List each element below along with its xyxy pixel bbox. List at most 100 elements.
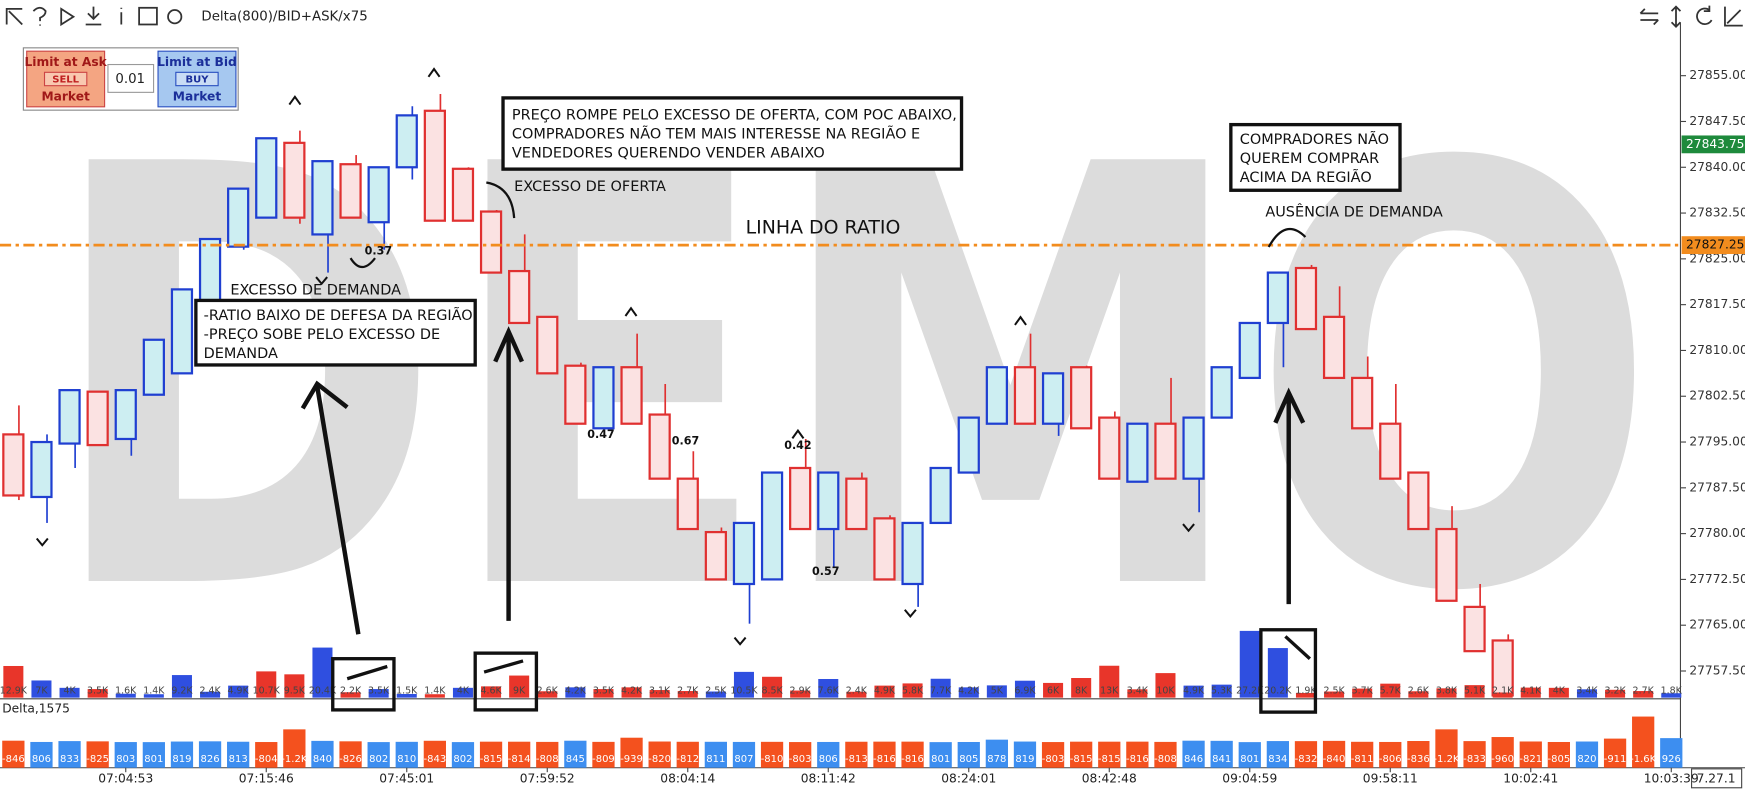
candle-body — [30, 440, 53, 499]
delta-label: -806 — [1379, 754, 1402, 765]
candle-body — [1351, 376, 1374, 430]
volume-label: 3.7K — [1352, 685, 1374, 696]
delta-bar — [1632, 716, 1655, 768]
volume-label: 27.2K — [1236, 685, 1264, 696]
candle-body — [1154, 422, 1177, 480]
candle-body — [1126, 422, 1149, 483]
x-tick-label: 09:04:59 — [1222, 771, 1277, 785]
volume-label: 1.9K — [1295, 685, 1317, 696]
candle-body — [817, 471, 840, 531]
help-icon[interactable] — [32, 6, 47, 26]
note-line: PREÇO ROMPE PELO EXCESSO DE OFERTA, COM … — [512, 108, 957, 124]
delta-bar — [1238, 742, 1261, 768]
delta-bar — [1070, 741, 1093, 768]
quantity-box[interactable] — [107, 63, 155, 93]
volume-label: 3.4K — [1576, 685, 1598, 696]
delta-label: -809 — [592, 754, 615, 765]
candle-body — [789, 466, 812, 531]
volume-bar — [1099, 665, 1120, 698]
ratio-price-label: 27827.25 — [1686, 238, 1744, 252]
delta-label: 846 — [1184, 754, 1203, 765]
volume-label: 1.8K — [1661, 685, 1683, 696]
slope-mark — [1284, 635, 1311, 660]
volume-bar — [1267, 648, 1288, 698]
volume-bar — [228, 685, 249, 698]
swap-icon[interactable] — [1639, 8, 1659, 26]
refresh-icon[interactable] — [1696, 5, 1713, 25]
delta-label: -814 — [508, 754, 531, 765]
delta-bar — [929, 742, 952, 768]
volume-bar — [340, 692, 361, 698]
volume-bar — [621, 687, 642, 698]
arrow-head — [493, 326, 524, 363]
x-tick-label: 10:03:39 — [1644, 771, 1699, 785]
volume-bar — [3, 665, 24, 698]
note-box — [1229, 122, 1402, 192]
volume-label: 2.5K — [705, 685, 727, 696]
delta-bar — [367, 742, 390, 768]
volume-bar — [1324, 691, 1345, 698]
buy-button[interactable] — [175, 71, 219, 87]
volume-label: 7.7K — [930, 685, 952, 696]
note-line: -RATIO BAIXO DE DEFESA DA REGIÃO — [204, 307, 473, 324]
chart-icon[interactable] — [138, 6, 158, 26]
play-icon[interactable] — [60, 7, 76, 27]
volume-bar — [1071, 678, 1092, 698]
delta-label: 801 — [931, 754, 950, 765]
delta-label: 801 — [1240, 754, 1259, 765]
scale-icon[interactable] — [1670, 5, 1682, 28]
volume-bar — [902, 683, 923, 698]
volume-label: 3.5K — [593, 685, 615, 696]
download-icon[interactable] — [85, 6, 102, 26]
delta-label: -815 — [480, 754, 503, 765]
volume-label: 3.2K — [1604, 685, 1626, 696]
volume-label: 9K — [513, 685, 526, 696]
candle-body — [311, 160, 334, 236]
volume-bar — [1436, 688, 1457, 698]
volume-label: 12.9K — [0, 685, 28, 696]
volume-bar — [1127, 689, 1148, 698]
delta-label: -805 — [1548, 754, 1571, 765]
delta-title: Delta,1575 — [2, 701, 70, 715]
delta-label: -939 — [620, 754, 643, 765]
delta-bar — [732, 741, 756, 768]
sell-button[interactable] — [43, 71, 88, 87]
note-line: COMPRADORES NÃO — [1240, 131, 1389, 148]
volume-label: 8K — [1075, 685, 1088, 696]
swing-marker — [35, 67, 1195, 646]
delta-bar — [1463, 741, 1486, 768]
volume-bar — [818, 678, 839, 698]
volume-bar — [1464, 685, 1485, 698]
y-tick-label: 27832.50 — [1689, 206, 1745, 220]
delta-bar — [1519, 741, 1542, 768]
x-tick-label: 10:02:41 — [1503, 771, 1558, 785]
sell-label: SELL — [52, 75, 79, 86]
candle-body — [1013, 366, 1037, 425]
delta-bar — [985, 739, 1008, 768]
expand-icon[interactable] — [1724, 6, 1743, 27]
delta-bar — [1266, 741, 1289, 768]
volume-bar — [958, 687, 979, 698]
delta-bar — [592, 741, 615, 768]
volume-label: 5.7K — [1380, 685, 1402, 696]
settings-icon[interactable] — [167, 9, 183, 25]
x-tick-label: 07:45:01 — [379, 771, 434, 785]
pointer-icon[interactable] — [5, 8, 23, 26]
volume-bar — [1520, 687, 1541, 698]
candle-body — [479, 210, 503, 274]
delta-label: 803 — [116, 754, 135, 765]
delta-label: 878 — [987, 754, 1006, 765]
candle-body — [704, 530, 727, 581]
y-tick-label: 27780.00 — [1689, 526, 1745, 540]
volume-bar — [1043, 682, 1064, 698]
delta-bar — [873, 741, 896, 768]
curve — [1267, 227, 1307, 248]
volume-label: 3.5K — [87, 685, 109, 696]
delta-label: -843 — [424, 754, 447, 765]
volume-bar — [565, 687, 586, 698]
delta-bar — [86, 741, 109, 768]
volume-bar — [1295, 692, 1316, 698]
ratio-label: 0.67 — [672, 435, 699, 448]
delta-label: -815 — [1070, 754, 1093, 765]
candle-body — [901, 521, 924, 586]
